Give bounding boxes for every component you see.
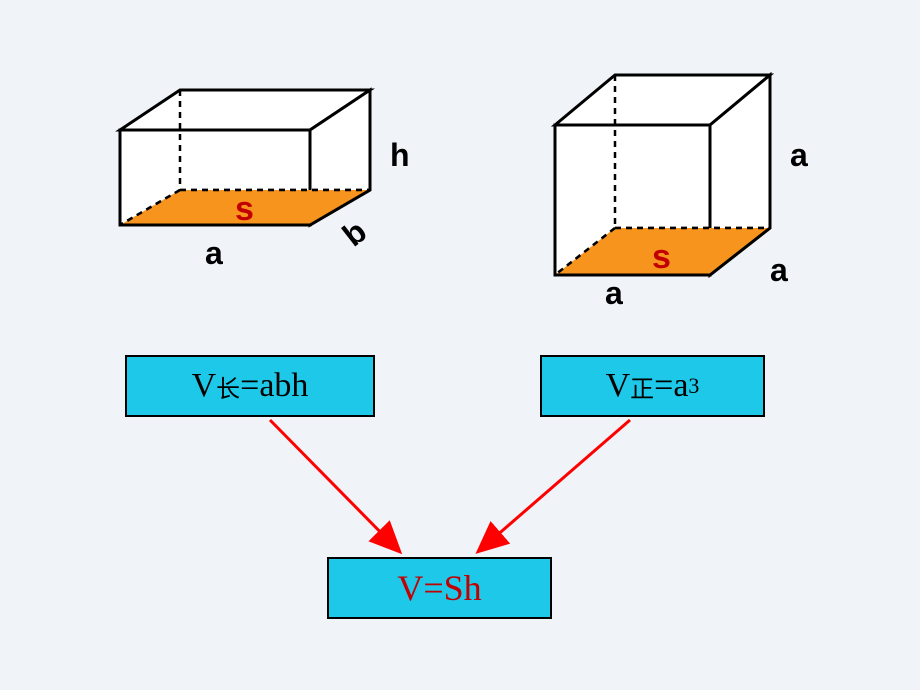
arrow-left [270,420,398,550]
arrow-right [480,420,630,550]
arrows [0,0,920,690]
